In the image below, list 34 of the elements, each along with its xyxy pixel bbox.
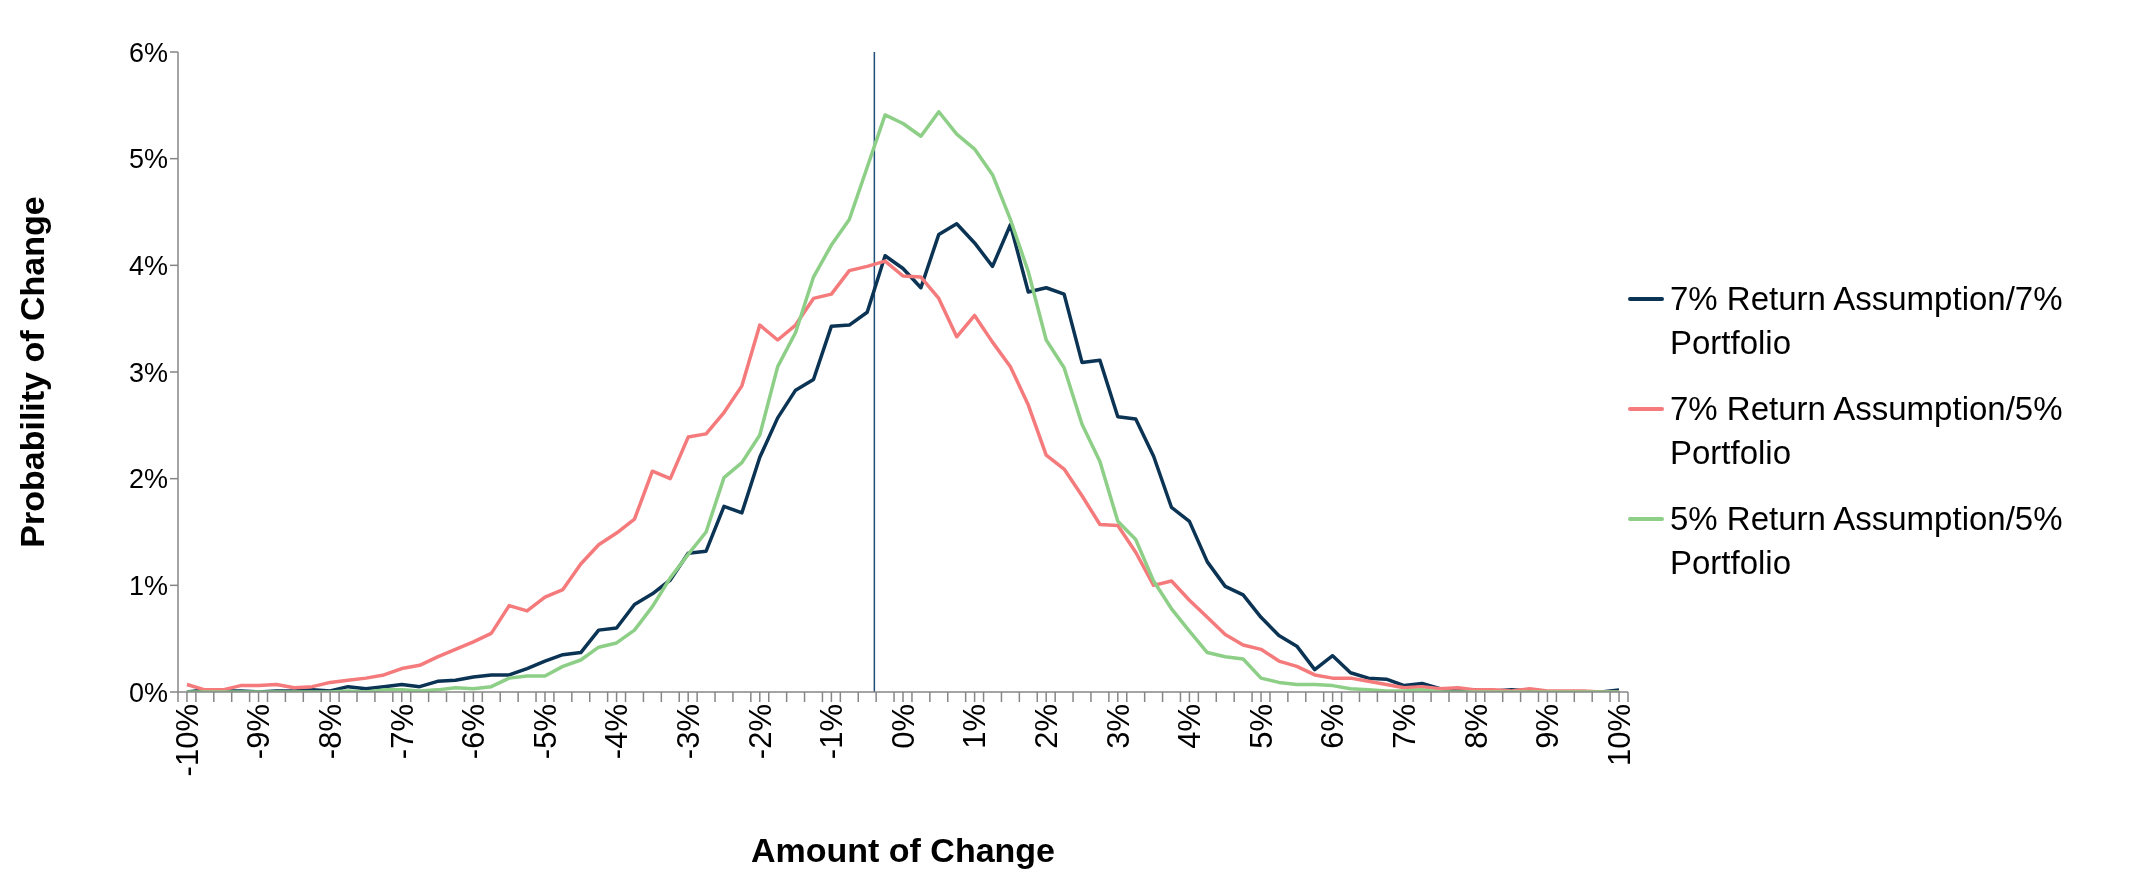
y-tick-label: 0% bbox=[128, 677, 168, 708]
x-tick-label: 2% bbox=[1029, 704, 1065, 749]
x-tick-label: 6% bbox=[1315, 704, 1351, 749]
x-tick-label: 8% bbox=[1458, 704, 1494, 749]
x-tick-label: -10% bbox=[169, 704, 205, 777]
x-tick-label: 9% bbox=[1530, 704, 1566, 749]
x-tick-label: -8% bbox=[313, 704, 349, 760]
y-axis-title: Probability of Change bbox=[13, 196, 52, 548]
x-tick-label: 10% bbox=[1601, 704, 1637, 767]
x-tick-label: 5% bbox=[1243, 704, 1279, 749]
x-tick-label: -7% bbox=[384, 704, 420, 760]
y-tick-label: 2% bbox=[128, 464, 168, 495]
y-tick-label: 6% bbox=[128, 37, 168, 68]
x-tick-label: -1% bbox=[814, 704, 850, 760]
y-tick-label: 5% bbox=[128, 144, 168, 175]
y-tick-label: 3% bbox=[128, 357, 168, 388]
x-tick-label: -2% bbox=[742, 704, 778, 760]
y-tick-label: 1% bbox=[128, 570, 168, 601]
x-tick-label: -9% bbox=[241, 704, 277, 760]
line-series bbox=[185, 109, 1621, 692]
x-tick-label: -4% bbox=[599, 704, 635, 760]
x-axis-title: Amount of Change bbox=[750, 831, 1056, 869]
legend-label: 5% Return Assumption/5% Portfolio bbox=[1670, 499, 2064, 583]
x-tick-label: 7% bbox=[1387, 704, 1423, 749]
x-tick-label: 1% bbox=[957, 704, 993, 749]
legend-label: 7% Return Assumption/7% Portfolio bbox=[1670, 279, 2064, 363]
x-tick-label: 3% bbox=[1100, 704, 1136, 749]
x-tick-label: -5% bbox=[527, 704, 563, 760]
x-tick-label: -3% bbox=[671, 704, 707, 760]
y-tick-label: 4% bbox=[128, 250, 168, 281]
x-tick-label: 0% bbox=[885, 704, 921, 749]
legend-label: 7% Return Assumption/5% Portfolio bbox=[1670, 389, 2064, 473]
x-tick-label: -6% bbox=[456, 704, 492, 760]
x-tick-label: 4% bbox=[1172, 704, 1208, 749]
